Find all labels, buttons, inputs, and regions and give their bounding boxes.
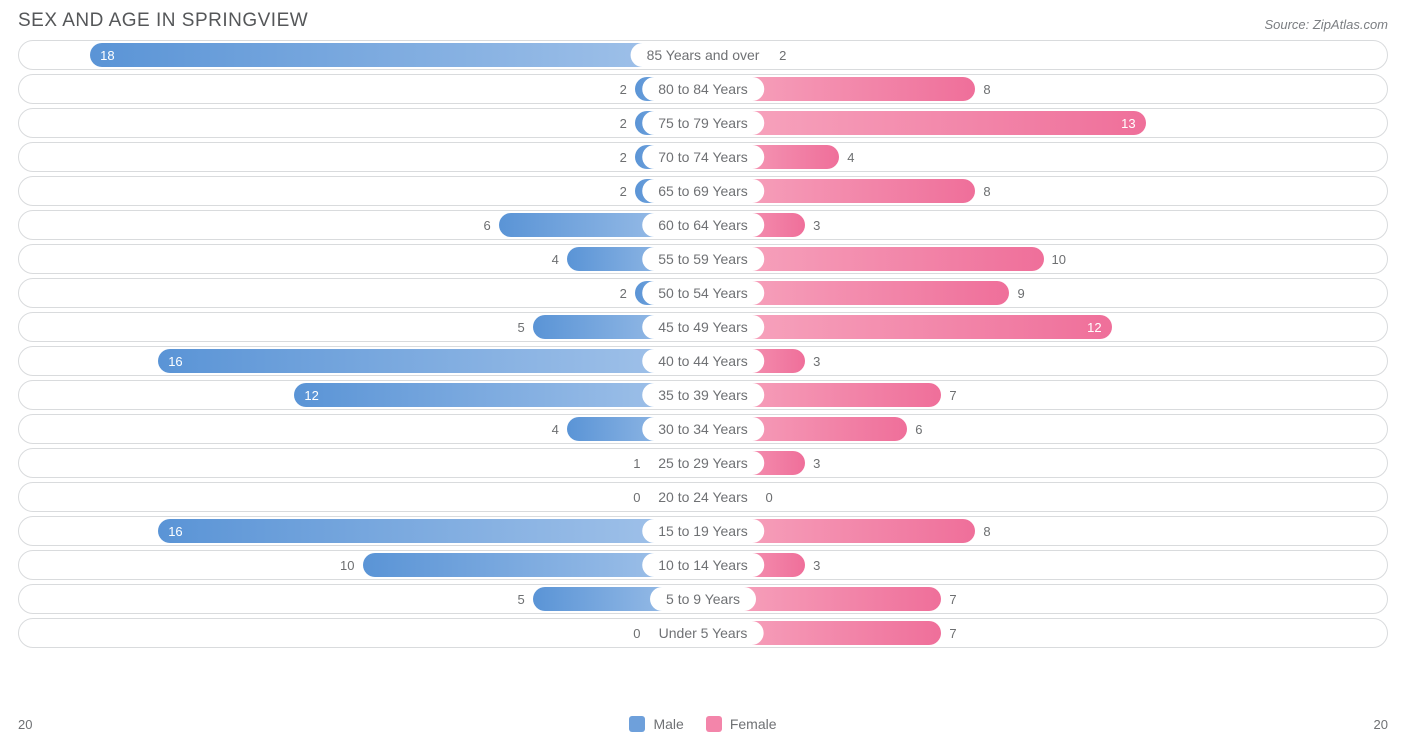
male-swatch-icon — [629, 716, 645, 732]
female-swatch-icon — [706, 716, 722, 732]
male-value: 4 — [544, 252, 567, 267]
chart-title: SEX AND AGE IN SPRINGVIEW — [18, 10, 308, 32]
legend-male-label: Male — [653, 716, 683, 732]
pyramid-row: 2 8 65 to 69 Years — [18, 176, 1388, 206]
chart-legend: Male Female — [629, 716, 776, 732]
age-category-label: 15 to 19 Years — [642, 519, 764, 543]
age-category-label: 30 to 34 Years — [642, 417, 764, 441]
pyramid-row: 5 7 5 to 9 Years — [18, 584, 1388, 614]
pyramid-row: 07Under 5 Years — [18, 618, 1388, 648]
female-value: 7 — [941, 626, 964, 641]
male-value: 2 — [612, 116, 635, 131]
male-value: 2 — [612, 286, 635, 301]
age-category-label: 25 to 29 Years — [642, 451, 764, 475]
age-category-label: 40 to 44 Years — [642, 349, 764, 373]
female-value: 3 — [805, 354, 828, 369]
chart-header: SEX AND AGE IN SPRINGVIEW Source: ZipAtl… — [18, 10, 1388, 32]
female-value: 3 — [805, 558, 828, 573]
pyramid-row: 18285 Years and over — [18, 40, 1388, 70]
male-value: 5 — [510, 592, 533, 607]
female-value: 3 — [805, 218, 828, 233]
female-value: 6 — [907, 422, 930, 437]
age-category-label: 70 to 74 Years — [642, 145, 764, 169]
female-value: 8 — [975, 184, 998, 199]
age-category-label: 75 to 79 Years — [642, 111, 764, 135]
female-value: 12 — [1077, 320, 1111, 335]
male-value: 4 — [544, 422, 567, 437]
male-bar: 16 — [158, 349, 703, 373]
male-value: 12 — [294, 388, 328, 403]
male-value: 6 — [475, 218, 498, 233]
chart-container: SEX AND AGE IN SPRINGVIEW Source: ZipAtl… — [0, 0, 1406, 740]
male-value: 18 — [90, 48, 124, 63]
pyramid-chart: 18285 Years and over2880 to 84 Years2137… — [18, 40, 1388, 712]
chart-source: Source: ZipAtlas.com — [1264, 17, 1388, 32]
female-value: 9 — [1009, 286, 1032, 301]
age-category-label: 10 to 14 Years — [642, 553, 764, 577]
male-bar: 18 — [90, 43, 703, 67]
female-value: 4 — [839, 150, 862, 165]
female-value: 3 — [805, 456, 828, 471]
pyramid-row: 4 10 55 to 59 Years — [18, 244, 1388, 274]
female-bar: 13 — [703, 111, 1146, 135]
male-value: 2 — [612, 82, 635, 97]
pyramid-row: 2 9 50 to 54 Years — [18, 278, 1388, 308]
pyramid-row: 10 3 10 to 14 Years — [18, 550, 1388, 580]
pyramid-row: 2 8 80 to 84 Years — [18, 74, 1388, 104]
legend-female-label: Female — [730, 716, 777, 732]
axis-left-max: 20 — [18, 717, 32, 732]
male-bar: 16 — [158, 519, 703, 543]
legend-female: Female — [706, 716, 777, 732]
axis-right-max: 20 — [1374, 717, 1388, 732]
pyramid-row: 2 13 75 to 79 Years — [18, 108, 1388, 138]
pyramid-row: 12 7 35 to 39 Years — [18, 380, 1388, 410]
age-category-label: 85 Years and over — [631, 43, 776, 67]
female-value: 8 — [975, 524, 998, 539]
age-category-label: 45 to 49 Years — [642, 315, 764, 339]
female-value: 8 — [975, 82, 998, 97]
male-value: 2 — [612, 184, 635, 199]
female-value: 7 — [941, 388, 964, 403]
pyramid-row: 4 6 30 to 34 Years — [18, 414, 1388, 444]
age-category-label: Under 5 Years — [643, 621, 764, 645]
female-bar: 12 — [703, 315, 1112, 339]
age-category-label: 35 to 39 Years — [642, 383, 764, 407]
male-value: 5 — [510, 320, 533, 335]
pyramid-row: 16 3 40 to 44 Years — [18, 346, 1388, 376]
age-category-label: 20 to 24 Years — [642, 485, 764, 509]
age-category-label: 80 to 84 Years — [642, 77, 764, 101]
age-category-label: 55 to 59 Years — [642, 247, 764, 271]
male-value: 16 — [158, 524, 192, 539]
pyramid-row: 2 4 70 to 74 Years — [18, 142, 1388, 172]
pyramid-row: 5 12 45 to 49 Years — [18, 312, 1388, 342]
age-category-label: 5 to 9 Years — [650, 587, 756, 611]
pyramid-row: 1325 to 29 Years — [18, 448, 1388, 478]
male-value: 10 — [332, 558, 362, 573]
pyramid-row: 16 8 15 to 19 Years — [18, 516, 1388, 546]
chart-footer: 20 Male Female 20 — [18, 716, 1388, 732]
pyramid-row: 6 3 60 to 64 Years — [18, 210, 1388, 240]
female-value: 13 — [1111, 116, 1145, 131]
female-value: 10 — [1044, 252, 1074, 267]
age-category-label: 60 to 64 Years — [642, 213, 764, 237]
age-category-label: 50 to 54 Years — [642, 281, 764, 305]
age-category-label: 65 to 69 Years — [642, 179, 764, 203]
pyramid-row: 0020 to 24 Years — [18, 482, 1388, 512]
male-value: 16 — [158, 354, 192, 369]
male-value: 2 — [612, 150, 635, 165]
legend-male: Male — [629, 716, 683, 732]
female-value: 7 — [941, 592, 964, 607]
